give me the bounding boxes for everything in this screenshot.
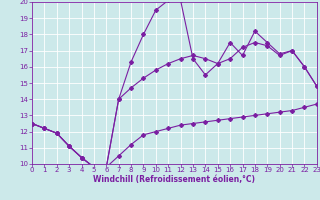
X-axis label: Windchill (Refroidissement éolien,°C): Windchill (Refroidissement éolien,°C) (93, 175, 255, 184)
